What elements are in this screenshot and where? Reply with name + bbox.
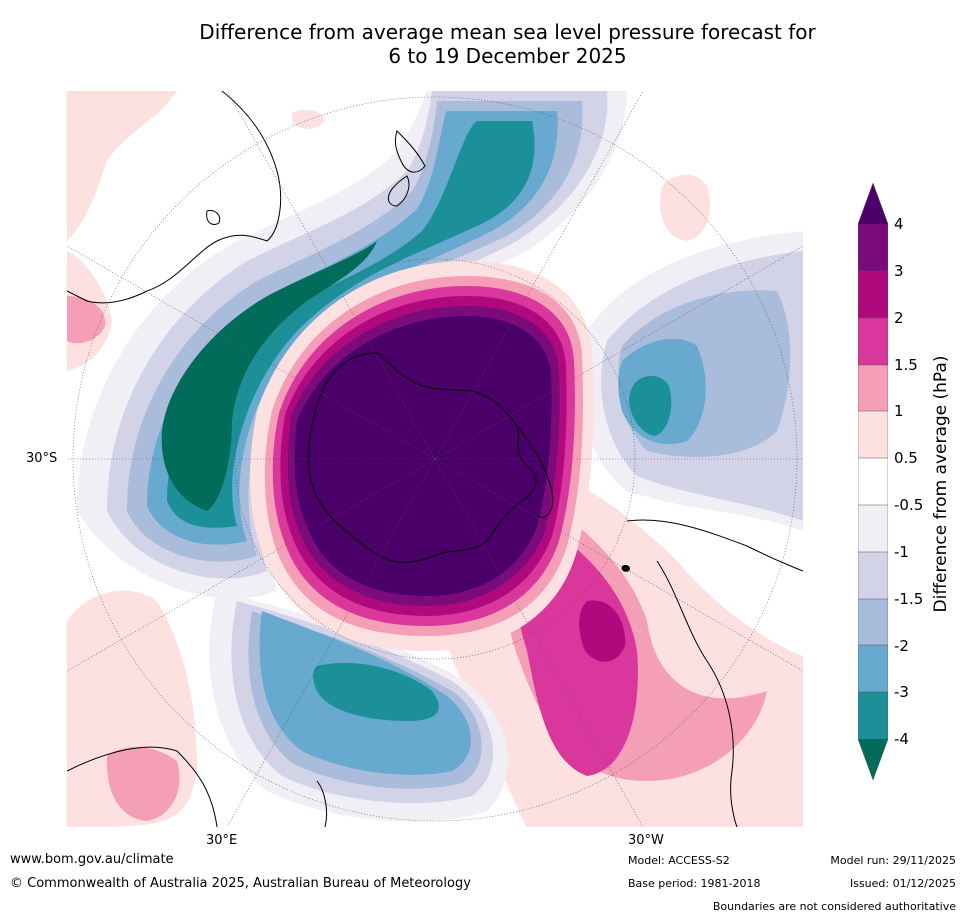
colorbar-tick-neg-0.5: -0.5 — [894, 496, 924, 514]
colorbar-tick-1: 1 — [894, 402, 904, 420]
colorbar-tick-4: 4 — [894, 215, 904, 233]
footer-website: www.bom.gov.au/climate — [10, 852, 174, 867]
colorbar-band-0.5-1 — [858, 411, 888, 458]
tasmania — [206, 210, 221, 225]
footer-copyright: © Commonwealth of Australia 2025, Austra… — [10, 876, 471, 891]
colorbar-tick-neg-2: -2 — [894, 637, 909, 655]
colorbar-band-neg-2-3 — [858, 645, 888, 692]
antarctica-coastline — [308, 352, 537, 563]
madagascar — [316, 780, 328, 827]
africa-coastline — [67, 746, 218, 827]
colorbar-band-2-3 — [858, 271, 888, 318]
title-line-1: Difference from average mean sea level p… — [199, 20, 816, 44]
anomaly-neg-south-core — [313, 662, 439, 721]
anomaly-pos-southwest-core — [106, 746, 180, 821]
footer-model: Model: ACCESS-S2 — [628, 854, 730, 867]
colorbar-svg — [857, 182, 889, 781]
colorbar — [857, 182, 889, 781]
footer-model-run: Model run: 29/11/2025 — [830, 854, 956, 867]
colorbar-band-neg-1-1.5 — [858, 552, 888, 599]
anomaly-pos-northwest — [67, 91, 177, 241]
new-zealand-south-island — [387, 175, 410, 207]
colorbar-band-neg-3-4 — [858, 692, 888, 739]
chart-title: Difference from average mean sea level p… — [0, 20, 965, 68]
title-line-2: 6 to 19 December 2025 — [388, 44, 627, 68]
south-america-coastline — [626, 519, 803, 827]
anomaly-pos-west-core — [67, 296, 106, 344]
colorbar-tick-neg-3: -3 — [894, 683, 909, 701]
colorbar-tick-0.5: 0.5 — [894, 449, 918, 467]
anomaly-neg-arc-core — [161, 241, 377, 511]
colorbar-title: Difference from average (hPa) — [931, 355, 951, 613]
colorbar-arrow-bottom — [858, 739, 888, 780]
anomaly-pos-nw-small — [292, 109, 325, 129]
colorbar-tick-neg-1: -1 — [894, 543, 909, 561]
pressure-anomaly-map — [67, 91, 803, 827]
lon-label-30e: 30°E — [206, 833, 238, 848]
colorbar-tick-neg-1.5: -1.5 — [894, 590, 924, 608]
graticule — [67, 91, 803, 827]
anomaly-pos-east-small — [659, 174, 711, 241]
colorbar-tick-2: 2 — [894, 309, 904, 327]
footer-issued: Issued: 01/12/2025 — [849, 877, 956, 890]
anomaly-neg-arc-band4 — [167, 121, 535, 528]
colorbar-band-neg-0.5-1 — [858, 505, 888, 552]
footer-base-period: Base period: 1981-2018 — [628, 877, 761, 890]
new-zealand-north-island — [394, 130, 426, 173]
antarctic-peninsula — [516, 425, 554, 518]
anomaly-pos-southeast-core — [579, 600, 626, 662]
colorbar-band-neutral — [858, 458, 888, 505]
colorbar-band-1.5-2 — [858, 318, 888, 365]
footer-disclaimer: Boundaries are not considered authoritat… — [712, 900, 956, 913]
lon-label-30w: 30°W — [628, 833, 664, 848]
colorbar-band-3-4 — [858, 224, 888, 271]
lat-label-30s: 30°S — [26, 451, 58, 466]
colorbar-band-1-1.5 — [858, 365, 888, 411]
anomaly-pos-center-core — [294, 316, 552, 596]
map-svg — [67, 91, 803, 827]
australia-coastline — [67, 91, 282, 304]
anomaly-neg-east-core — [629, 375, 672, 436]
colorbar-band-neg-1.5-2 — [858, 599, 888, 645]
colorbar-tick-3: 3 — [894, 262, 904, 280]
colorbar-arrow-top — [858, 183, 888, 224]
colorbar-tick-neg-4: -4 — [894, 730, 909, 748]
colorbar-tick-1.5: 1.5 — [894, 356, 918, 374]
